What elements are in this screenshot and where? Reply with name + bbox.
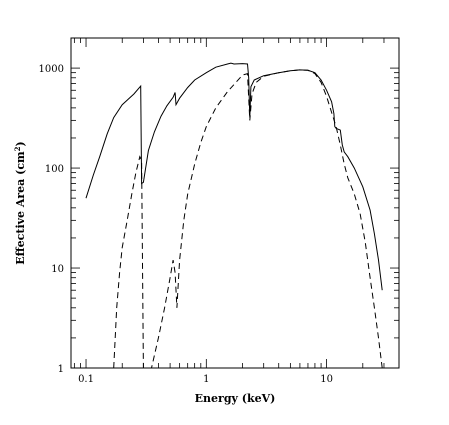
series-layer — [85, 62, 383, 369]
y-axis-label-main: Effective Area (cm — [14, 151, 27, 265]
y-tick-label: 100 — [45, 164, 64, 175]
ticks-layer — [71, 37, 400, 369]
y-axis-label: Effective Area (cm2) — [13, 141, 28, 265]
plot-frame — [70, 37, 400, 369]
x-tick-label: 0.1 — [78, 374, 94, 385]
solid-series-line — [85, 62, 383, 291]
tick-labels-layer: 0.1 1 10 1 10 100 1000 — [39, 64, 333, 385]
y-axis-label-superscript: 2 — [13, 146, 22, 151]
y-tick-label: 1000 — [39, 64, 64, 75]
x-tick-label: 10 — [320, 374, 333, 385]
y-tick-label: 1 — [58, 364, 64, 375]
dashed-series-line — [113, 69, 383, 369]
x-axis-label: Energy (keV) — [195, 392, 276, 405]
y-tick-label: 10 — [51, 264, 64, 275]
x-tick-label: 1 — [203, 374, 209, 385]
y-axis-label-tail: ) — [14, 141, 27, 146]
